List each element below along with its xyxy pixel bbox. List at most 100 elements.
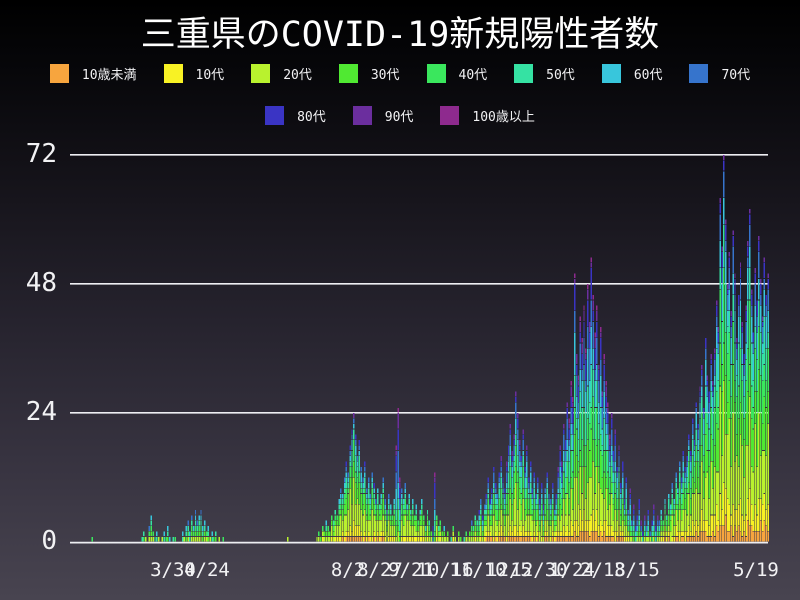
bar-segment bbox=[498, 483, 501, 488]
bar-segment bbox=[568, 499, 570, 515]
bar-segment bbox=[575, 536, 578, 542]
legend-item-10代[interactable]: 10代 bbox=[163, 64, 224, 83]
bar-segment bbox=[423, 520, 425, 526]
bar-segment bbox=[426, 520, 429, 526]
bar-segment bbox=[616, 488, 618, 499]
bar-segment bbox=[557, 536, 559, 542]
bar-segment bbox=[399, 499, 401, 510]
bar-segment bbox=[607, 402, 609, 408]
bar-segment bbox=[336, 526, 338, 537]
bar-segment bbox=[695, 488, 698, 521]
bar-segment bbox=[489, 536, 491, 542]
legend-item-40代[interactable]: 40代 bbox=[426, 64, 487, 83]
bar-segment bbox=[174, 536, 176, 542]
bar-segment bbox=[148, 536, 151, 542]
bar-segment bbox=[675, 488, 677, 504]
bar-segment bbox=[572, 402, 574, 408]
bar-segment bbox=[614, 461, 617, 472]
bar-segment bbox=[397, 413, 399, 429]
legend-item-70代[interactable]: 70代 bbox=[689, 64, 750, 83]
legend-item-100歳以上[interactable]: 100歳以上 bbox=[440, 106, 535, 125]
legend-item-60代[interactable]: 60代 bbox=[601, 64, 662, 83]
bar-segment bbox=[717, 380, 720, 408]
bar-segment bbox=[610, 456, 613, 467]
bar-segment bbox=[598, 402, 600, 424]
bar-segment bbox=[377, 488, 379, 494]
bar-segment bbox=[590, 327, 593, 365]
bar-segment bbox=[439, 526, 442, 531]
legend-item-30代[interactable]: 30代 bbox=[338, 64, 400, 83]
bar-segment bbox=[748, 246, 751, 268]
bar-segment bbox=[564, 493, 567, 499]
bar-segment bbox=[452, 531, 454, 537]
legend-item-10歳未満[interactable]: 10歳未満 bbox=[49, 64, 137, 83]
legend-item-20代[interactable]: 20代 bbox=[251, 64, 312, 83]
bar-segment bbox=[535, 499, 537, 504]
bar-segment bbox=[585, 466, 587, 499]
bar-segment bbox=[756, 466, 758, 515]
bar-segment bbox=[502, 493, 504, 499]
bar-segment bbox=[574, 273, 576, 279]
bar-segment bbox=[531, 520, 534, 537]
bar-segment bbox=[364, 531, 366, 537]
bar-segment bbox=[207, 536, 210, 542]
bar-segment bbox=[375, 509, 377, 515]
bar-segment bbox=[550, 526, 552, 537]
bar-segment bbox=[658, 520, 661, 526]
bar-segment bbox=[435, 526, 438, 537]
bar-segment bbox=[550, 515, 552, 521]
bar-segment bbox=[568, 423, 570, 429]
bar-segment bbox=[351, 531, 353, 537]
bar-segment bbox=[598, 423, 600, 440]
bar-segment bbox=[423, 526, 425, 537]
bar-segment bbox=[667, 531, 670, 537]
bar-segment bbox=[706, 375, 709, 381]
bar-segment bbox=[599, 531, 602, 542]
bar-segment bbox=[548, 493, 550, 499]
legend-item-90代[interactable]: 90代 bbox=[352, 106, 413, 125]
bar-segment bbox=[667, 499, 670, 510]
bar-segment bbox=[686, 515, 688, 531]
bar-segment bbox=[610, 418, 613, 429]
bar-segment bbox=[526, 536, 528, 542]
legend-item-80代[interactable]: 80代 bbox=[265, 106, 326, 125]
bar-segment bbox=[680, 536, 683, 542]
bar-segment bbox=[419, 520, 421, 526]
bar-segment bbox=[596, 466, 598, 510]
bar-segment bbox=[627, 526, 629, 531]
bar-segment bbox=[540, 515, 543, 521]
bar-segment bbox=[734, 343, 736, 381]
bar-segment bbox=[750, 526, 753, 542]
bar-segment bbox=[353, 440, 355, 461]
bar-segment bbox=[730, 364, 733, 397]
bar-segment bbox=[493, 472, 495, 483]
bar-segment bbox=[329, 536, 331, 542]
bar-segment bbox=[688, 536, 690, 542]
bar-segment bbox=[150, 520, 153, 526]
bar-segment bbox=[380, 531, 383, 537]
bar-segment bbox=[598, 370, 600, 381]
bar-segment bbox=[469, 536, 471, 542]
bar-segment bbox=[91, 536, 94, 542]
bar-segment bbox=[651, 531, 653, 537]
bar-segment bbox=[358, 440, 361, 445]
bar-segment bbox=[551, 488, 554, 494]
bar-segment bbox=[590, 515, 593, 531]
bar-segment bbox=[487, 499, 489, 510]
bar-segment bbox=[699, 531, 701, 542]
bar-segment bbox=[658, 536, 661, 542]
bar-segment bbox=[750, 305, 753, 316]
bar-segment bbox=[198, 526, 200, 531]
bar-segment bbox=[539, 499, 541, 504]
bar-segment bbox=[529, 466, 532, 472]
bar-segment bbox=[651, 536, 653, 542]
legend-item-50代[interactable]: 50代 bbox=[514, 64, 575, 83]
bar-segment bbox=[564, 499, 567, 515]
bar-segment bbox=[413, 515, 416, 521]
bar-segment bbox=[399, 477, 401, 483]
bar-segment bbox=[618, 509, 620, 526]
bar-segment bbox=[559, 450, 561, 461]
bar-segment bbox=[564, 461, 567, 478]
bar-segment bbox=[494, 504, 497, 510]
bar-segment bbox=[629, 493, 631, 499]
